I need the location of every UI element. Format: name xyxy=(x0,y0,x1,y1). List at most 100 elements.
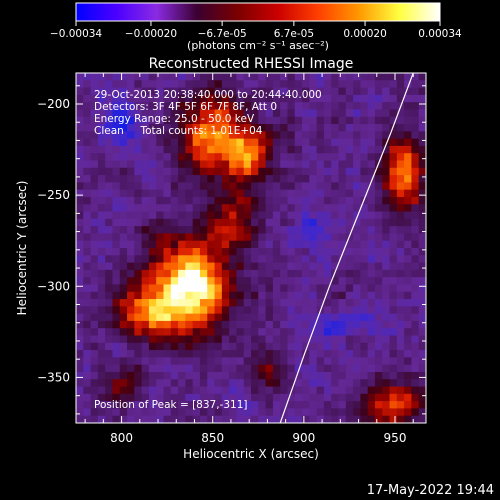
heatmap-cell xyxy=(338,328,347,337)
heatmap-cell xyxy=(141,211,150,220)
heatmap-cell xyxy=(112,233,121,242)
heatmap-cell xyxy=(192,73,201,81)
heatmap-cell xyxy=(170,196,179,205)
heatmap-cell xyxy=(367,269,376,278)
heatmap-cell xyxy=(156,138,165,147)
heatmap-cell xyxy=(389,145,398,154)
heatmap-cell xyxy=(309,379,318,388)
heatmap-cell xyxy=(265,102,274,111)
heatmap-cell xyxy=(302,262,310,271)
heatmap-cell xyxy=(148,226,157,235)
heatmap-cell xyxy=(170,189,179,198)
heatmap-cell xyxy=(287,393,296,402)
heatmap-cell xyxy=(404,379,413,388)
heatmap-cell xyxy=(97,124,106,132)
heatmap-cell xyxy=(323,167,332,176)
heatmap-cell xyxy=(229,342,238,351)
heatmap-cell xyxy=(302,401,310,410)
heatmap-cell xyxy=(374,109,383,118)
heatmap-cell xyxy=(192,401,201,410)
heatmap-cell xyxy=(90,109,99,118)
heatmap-cell xyxy=(323,218,332,227)
heatmap-cell xyxy=(389,102,398,111)
heatmap-cell xyxy=(185,153,194,162)
heatmap-cell xyxy=(119,80,128,89)
heatmap-cell xyxy=(353,94,361,103)
heatmap-cell xyxy=(360,320,369,329)
heatmap-cell xyxy=(243,240,252,249)
heatmap-cell xyxy=(353,204,361,213)
heatmap-cell xyxy=(316,189,325,198)
heatmap-cell xyxy=(214,87,223,96)
heatmap-cell xyxy=(243,226,252,235)
heatmap-cell xyxy=(294,109,303,118)
heatmap-cell xyxy=(338,379,347,388)
heatmap-cell xyxy=(141,291,150,300)
heatmap-cell xyxy=(389,350,398,358)
heatmap-cell xyxy=(112,335,121,344)
heatmap-cell xyxy=(127,138,135,147)
heatmap-cell xyxy=(185,284,194,293)
heatmap-cell xyxy=(294,138,303,147)
heatmap-cell xyxy=(360,408,369,417)
heatmap-cell xyxy=(382,87,391,96)
heatmap-cell xyxy=(389,94,398,103)
heatmap-cell xyxy=(272,153,281,162)
heatmap-cell xyxy=(112,408,121,417)
heatmap-cell xyxy=(418,371,426,380)
heatmap-cell xyxy=(119,277,128,286)
heatmap-cell xyxy=(199,291,208,300)
heatmap-cell xyxy=(134,335,143,344)
heatmap-cell xyxy=(389,131,398,140)
heatmap-cell xyxy=(316,262,325,271)
heatmap-cell xyxy=(272,211,281,220)
heatmap-cell xyxy=(170,328,179,337)
heatmap-cell xyxy=(382,196,391,205)
heatmap-cell xyxy=(338,153,347,162)
heatmap-cell xyxy=(280,124,289,132)
heatmap-cell xyxy=(280,269,289,278)
heatmap-cell xyxy=(199,80,208,89)
heatmap-cell xyxy=(199,415,208,423)
heatmap-cell xyxy=(119,291,128,300)
heatmap-cell xyxy=(97,401,106,410)
heatmap-cell xyxy=(170,218,179,227)
heatmap-cell xyxy=(207,299,216,307)
heatmap-cell xyxy=(360,116,369,125)
heatmap-cell xyxy=(112,160,121,169)
heatmap-cell xyxy=(83,262,92,271)
heatmap-cell xyxy=(134,73,143,81)
heatmap-cell xyxy=(105,131,114,140)
heatmap-cell xyxy=(302,189,310,198)
heatmap-cell xyxy=(185,313,194,322)
heatmap-cell xyxy=(411,109,420,118)
heatmap-cell xyxy=(163,291,172,300)
heatmap-cell xyxy=(214,320,223,329)
heatmap-cell xyxy=(345,408,354,417)
heatmap-cell xyxy=(418,255,426,264)
heatmap-cell xyxy=(105,262,114,271)
heatmap-cell xyxy=(382,401,391,410)
heatmap-cell xyxy=(258,182,267,191)
heatmap-cell xyxy=(221,73,230,81)
heatmap-cell xyxy=(287,255,296,264)
heatmap-cell xyxy=(404,393,413,402)
heatmap-cell xyxy=(236,255,245,264)
heatmap-cell xyxy=(112,277,121,286)
heatmap-cell xyxy=(229,401,238,410)
heatmap-cell xyxy=(302,248,310,256)
heatmap-cell xyxy=(338,87,347,96)
heatmap-cell xyxy=(163,226,172,235)
heatmap-cell xyxy=(396,393,405,402)
heatmap-cell xyxy=(134,277,143,286)
heatmap-cell xyxy=(76,379,84,388)
heatmap-cell xyxy=(367,415,376,423)
heatmap-cell xyxy=(345,116,354,125)
heatmap-cell xyxy=(229,204,238,213)
heatmap-cell xyxy=(280,116,289,125)
heatmap-cell xyxy=(331,131,340,140)
heatmap-cell xyxy=(338,80,347,89)
heatmap-cell xyxy=(374,175,383,183)
heatmap-cell xyxy=(199,342,208,351)
heatmap-cell xyxy=(112,255,121,264)
